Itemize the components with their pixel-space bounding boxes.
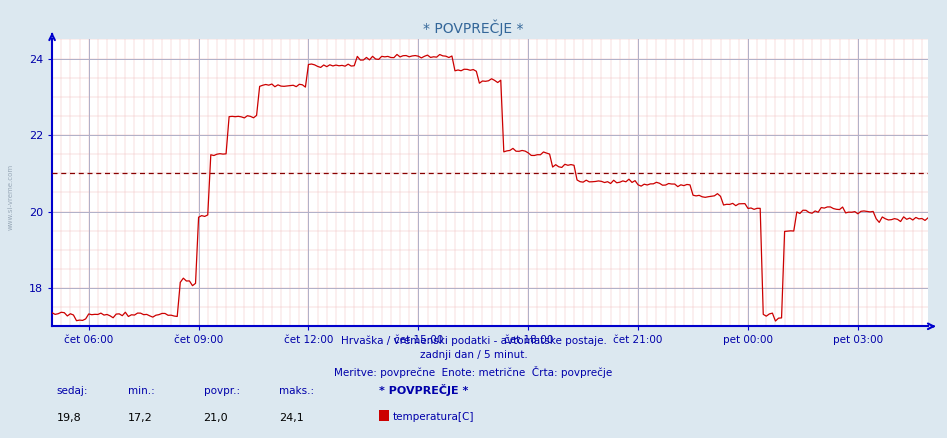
Text: Hrvaška / vremenski podatki - avtomatske postaje.: Hrvaška / vremenski podatki - avtomatske… [341,335,606,346]
Text: sedaj:: sedaj: [57,386,88,396]
Text: * POVPREČJE *: * POVPREČJE * [423,20,524,36]
Text: maks.:: maks.: [279,386,314,396]
Text: min.:: min.: [128,386,154,396]
Text: * POVPREČJE *: * POVPREČJE * [379,385,468,396]
Text: temperatura[C]: temperatura[C] [393,412,474,422]
Text: www.si-vreme.com: www.si-vreme.com [8,164,13,230]
Text: 17,2: 17,2 [128,413,152,423]
Text: 24,1: 24,1 [279,413,304,423]
Text: 21,0: 21,0 [204,413,228,423]
Text: 19,8: 19,8 [57,413,81,423]
Text: povpr.:: povpr.: [204,386,240,396]
Text: Meritve: povprečne  Enote: metrične  Črta: povprečje: Meritve: povprečne Enote: metrične Črta:… [334,366,613,378]
Text: zadnji dan / 5 minut.: zadnji dan / 5 minut. [420,350,527,360]
